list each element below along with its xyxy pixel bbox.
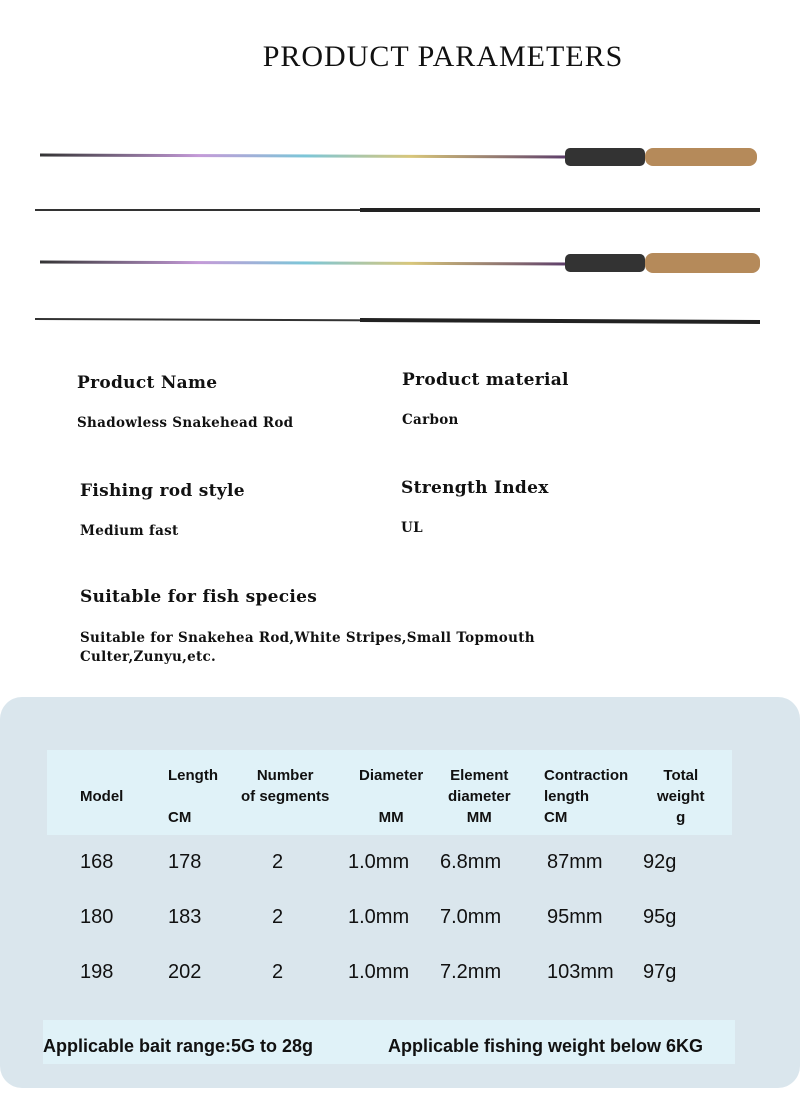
table-cell: 7.0mm [440,906,502,928]
table-cell: 168 [80,851,114,873]
table-cell: 95g [643,906,677,928]
table-cell: 178 [168,851,202,873]
col-length: Length CM [168,767,218,826]
col-element-diameter: Element diameter MM [448,767,511,826]
table-cell: 2 [272,906,284,928]
table-cell: 7.2mm [440,961,502,983]
col-diameter: Diameter MM [359,767,424,826]
param-label-strength: Strength Index [401,478,549,498]
table-cell: 1.0mm [348,851,410,873]
param-label-style: Fishing rod style [80,481,245,501]
param-value-species: Suitable for Snakehea Rod,White Stripes,… [80,630,535,665]
bait-range: Applicable bait range:5G to 28g [43,1036,314,1056]
table-cell: 2 [272,961,284,983]
table-cell: 180 [80,906,114,928]
table-cell: 97g [643,961,677,983]
table-cell: 103mm [547,961,614,983]
table-cell: 2 [272,851,284,873]
col-segments: Number of segments [241,767,330,805]
fishing-rods-image [34,148,761,324]
page-title: PRODUCT PARAMETERS [262,40,624,73]
rod-casting-tip [34,318,761,324]
rod-spinning [39,148,757,166]
footer-bar [43,1020,735,1064]
param-label-species: Suitable for fish species [80,587,318,607]
table-cell: 198 [80,961,114,983]
fishing-weight: Applicable fishing weight below 6KG [388,1036,704,1056]
param-value-material: Carbon [402,412,459,428]
param-label-material: Product material [402,370,569,390]
param-value-product-name: Shadowless Snakehead Rod [77,415,294,431]
table-header [47,750,732,835]
table-cell: 87mm [547,851,603,873]
col-weight: Total weight g [657,767,705,826]
col-model: Model [80,788,124,805]
table-cell: 1.0mm [348,906,410,928]
table-cell: 92g [643,851,677,873]
table-cell: 183 [168,906,202,928]
table-cell: 202 [168,961,202,983]
table-cell: 6.8mm [440,851,502,873]
param-value-style: Medium fast [80,523,179,539]
col-contraction: Contraction length CM [544,767,629,826]
table-cell: 1.0mm [348,961,410,983]
table-cell: 95mm [547,906,603,928]
param-label-product-name: Product Name [77,373,218,393]
param-value-strength: UL [401,520,423,536]
rod-casting [39,253,760,273]
